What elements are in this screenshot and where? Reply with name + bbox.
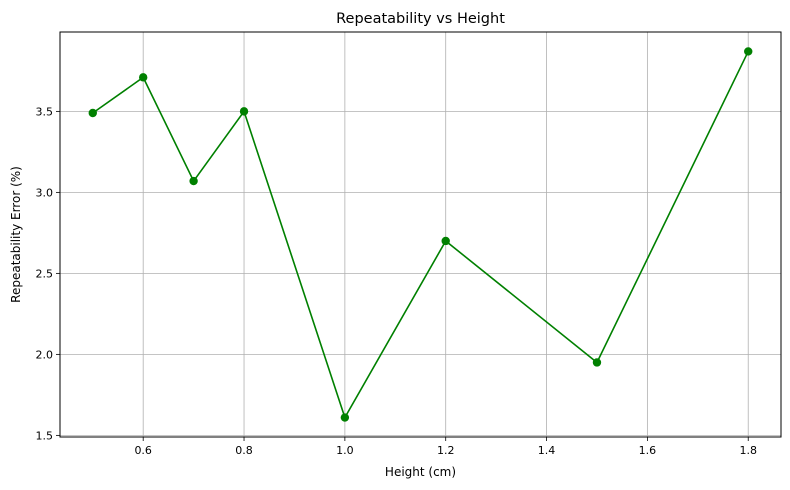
x-axis-label: Height (cm) — [385, 465, 456, 479]
plot-series — [88, 47, 753, 422]
x-tick-label: 1.4 — [538, 444, 556, 457]
data-point — [592, 358, 602, 367]
y-tick-label: 1.5 — [36, 429, 54, 442]
y-tick-label: 2.0 — [36, 348, 54, 361]
x-tick-label: 1.8 — [739, 444, 757, 457]
x-tick-label: 1.2 — [437, 444, 455, 457]
data-point — [340, 413, 350, 422]
axis-ticks: 0.6 0.8 1.0 1.2 1.4 1.6 1.8 1.5 2.0 2.5 3.0 3.5 — [36, 105, 757, 457]
data-point — [441, 236, 450, 246]
series-line — [92, 51, 749, 420]
y-tick-label: 2.5 — [36, 267, 54, 280]
grid-lines — [60, 32, 781, 437]
x-tick-label: 0.8 — [235, 444, 253, 457]
x-tick-label: 1.0 — [336, 444, 354, 457]
data-point — [138, 73, 148, 82]
data-point — [744, 47, 753, 56]
y-axis-label: Repeatability Error (%) — [9, 166, 23, 303]
axes-frame — [59, 31, 782, 438]
y-tick-label: 3.5 — [36, 105, 54, 118]
chart-title: Repeatability vs Height — [336, 11, 505, 27]
data-point — [88, 108, 97, 118]
data-point — [239, 107, 249, 116]
x-tick-label: 0.6 — [134, 444, 152, 457]
x-tick-label: 1.6 — [639, 444, 657, 457]
data-point — [189, 176, 198, 186]
y-tick-label: 3.0 — [36, 186, 54, 199]
